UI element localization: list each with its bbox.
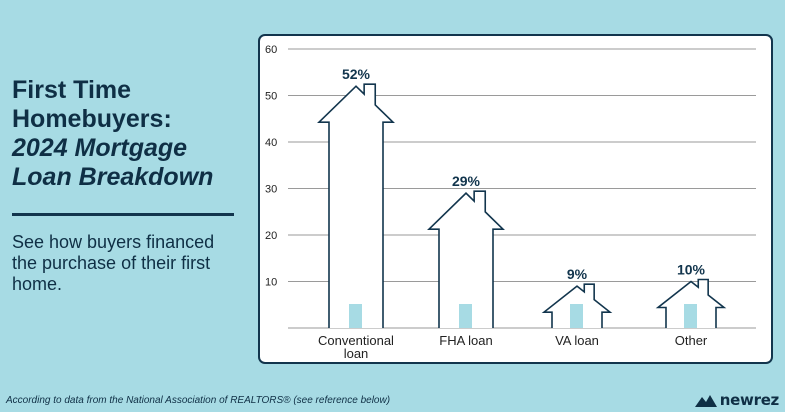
chart-panel: 10 20 30 40 50 60 52% Conventional loan 29% FHA lo… — [258, 34, 773, 364]
title-divider — [12, 213, 234, 216]
x-tick-label: Conventional — [318, 333, 394, 348]
x-tick-label: Other — [675, 333, 708, 348]
subtitle: See how buyers financed the purchase of … — [12, 232, 215, 294]
y-tick-label: 10 — [265, 277, 277, 289]
data-label: 52% — [342, 66, 371, 82]
roof-logo-icon — [694, 395, 717, 407]
x-tick-label: VA loan — [555, 333, 599, 348]
logo-wordmark: newrez — [719, 391, 780, 409]
house-door — [349, 304, 362, 328]
data-label: 29% — [452, 173, 481, 189]
page-title: First Time Homebuyers: 2024 Mortgage Loa… — [12, 76, 247, 192]
source-footnote: According to data from the National Asso… — [6, 395, 391, 406]
house-door — [684, 304, 697, 328]
y-tick-label: 50 — [265, 91, 277, 103]
title-line-1: First Time — [12, 76, 132, 104]
data-label: 10% — [677, 262, 706, 278]
title-line-3: 2024 Mortgage — [12, 134, 188, 162]
y-tick-label: 30 — [265, 184, 277, 196]
x-tick-label: loan — [344, 346, 369, 361]
y-tick-label: 40 — [265, 137, 277, 149]
house-bar — [317, 83, 395, 328]
y-tick-label: 60 — [265, 44, 277, 56]
house-door — [459, 304, 472, 328]
house-bar — [427, 190, 505, 328]
y-tick-label: 20 — [265, 230, 277, 242]
data-label: 9% — [567, 266, 588, 282]
title-line-4: Loan Breakdown — [12, 163, 214, 191]
title-line-2: Homebuyers: — [12, 105, 172, 133]
house-door — [570, 304, 583, 328]
newrez-logo: newrez — [694, 391, 780, 409]
house-bar — [655, 278, 727, 328]
x-tick-label: FHA loan — [439, 333, 492, 348]
